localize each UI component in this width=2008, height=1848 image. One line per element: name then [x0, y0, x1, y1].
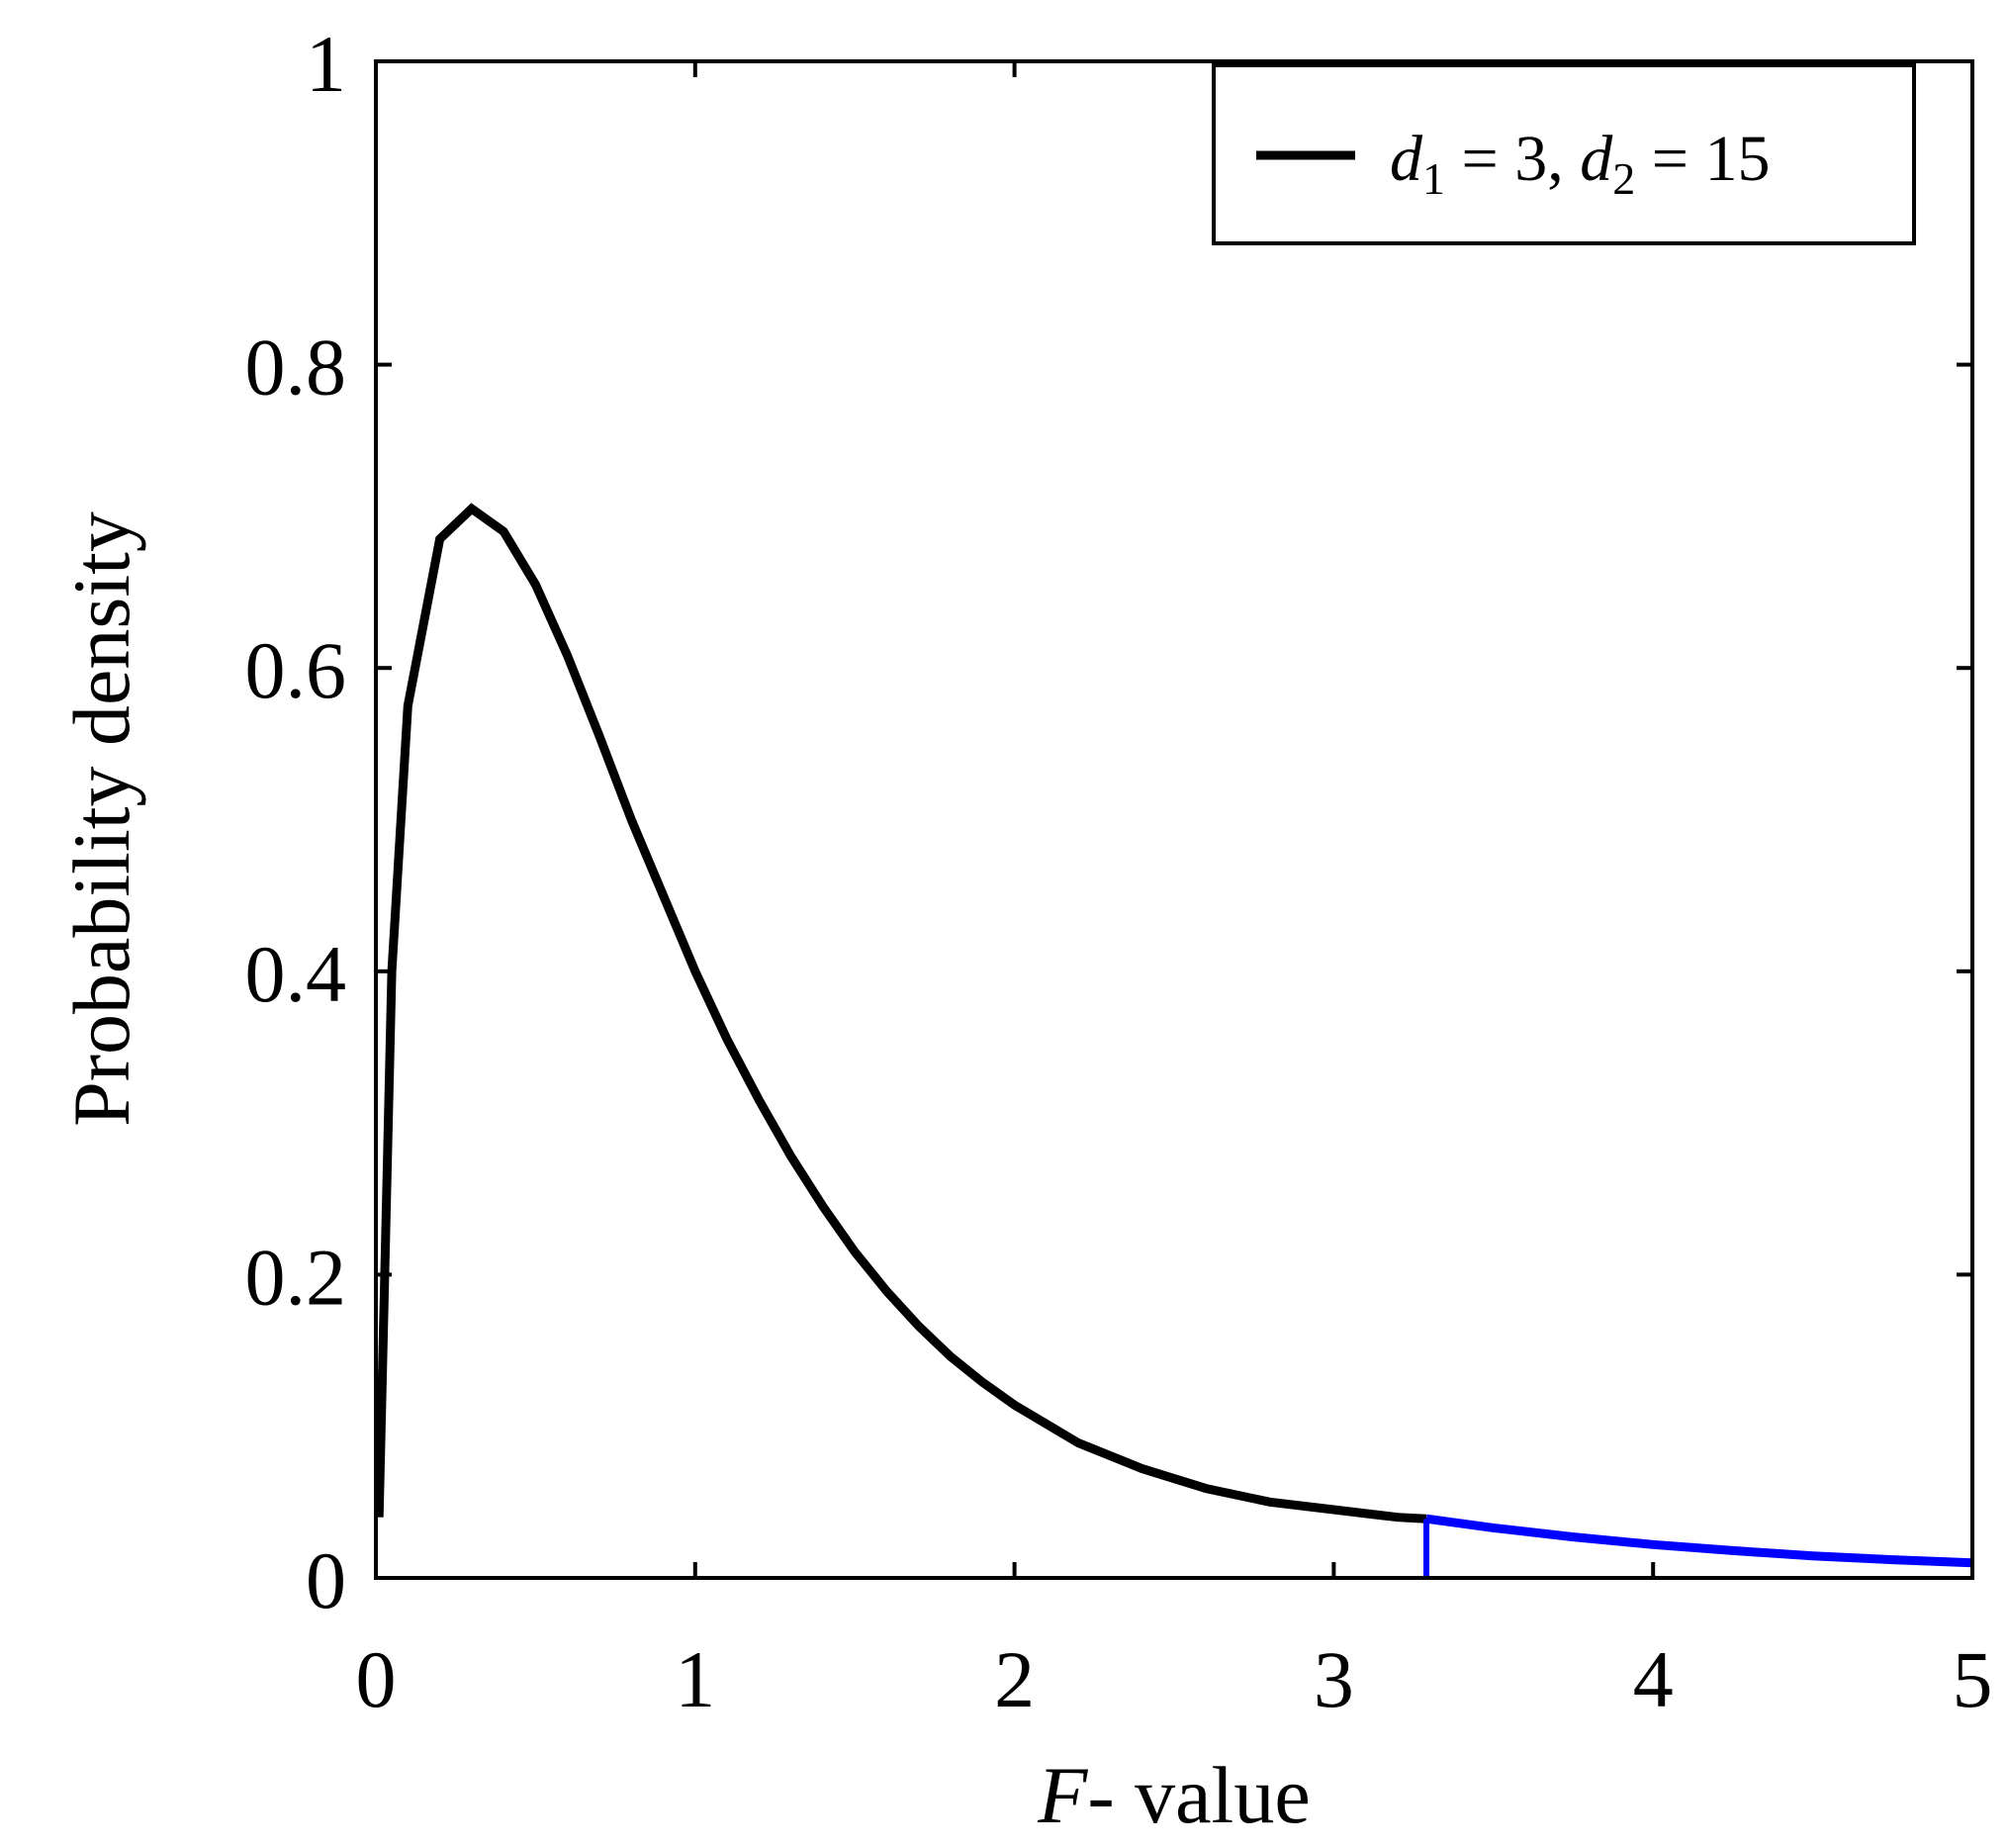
y-tick-label-5: 1 [306, 19, 346, 109]
x-tick-label-0: 0 [356, 1634, 397, 1724]
x-axis-title: F- value [1037, 1750, 1310, 1840]
x-tick-label-4: 4 [1633, 1634, 1674, 1724]
axis-ticks [374, 59, 1974, 1580]
density-curves [374, 503, 1973, 1578]
x-axis-title-rest: - value [1087, 1750, 1310, 1840]
legend: d1 = 3, d2 = 15 [1212, 63, 1916, 245]
x-tick-label-3: 3 [1314, 1634, 1354, 1724]
y-axis-title: Probability density [56, 511, 146, 1127]
x-axis-title-italic: F [1037, 1750, 1088, 1840]
x-tick-label-5: 5 [1953, 1634, 1993, 1724]
y-tick-label-0: 0 [306, 1535, 346, 1625]
series-line-1 [1425, 1514, 1973, 1568]
tick-labels: 0 1 2 3 4 5 0 0.2 0.4 0.6 0.8 1 [245, 19, 1993, 1724]
y-tick-label-1: 0.2 [245, 1232, 347, 1322]
plot-frame [374, 59, 1974, 1580]
y-tick-label-3: 0.6 [245, 625, 347, 715]
series-line-0 [374, 503, 1427, 1524]
x-tick-label-1: 1 [675, 1634, 715, 1724]
y-tick-label-4: 0.8 [245, 323, 347, 413]
y-tick-label-2: 0.4 [245, 929, 347, 1019]
legend-label: d1 = 3, d2 = 15 [1390, 123, 1770, 204]
x-tick-label-2: 2 [994, 1634, 1035, 1724]
